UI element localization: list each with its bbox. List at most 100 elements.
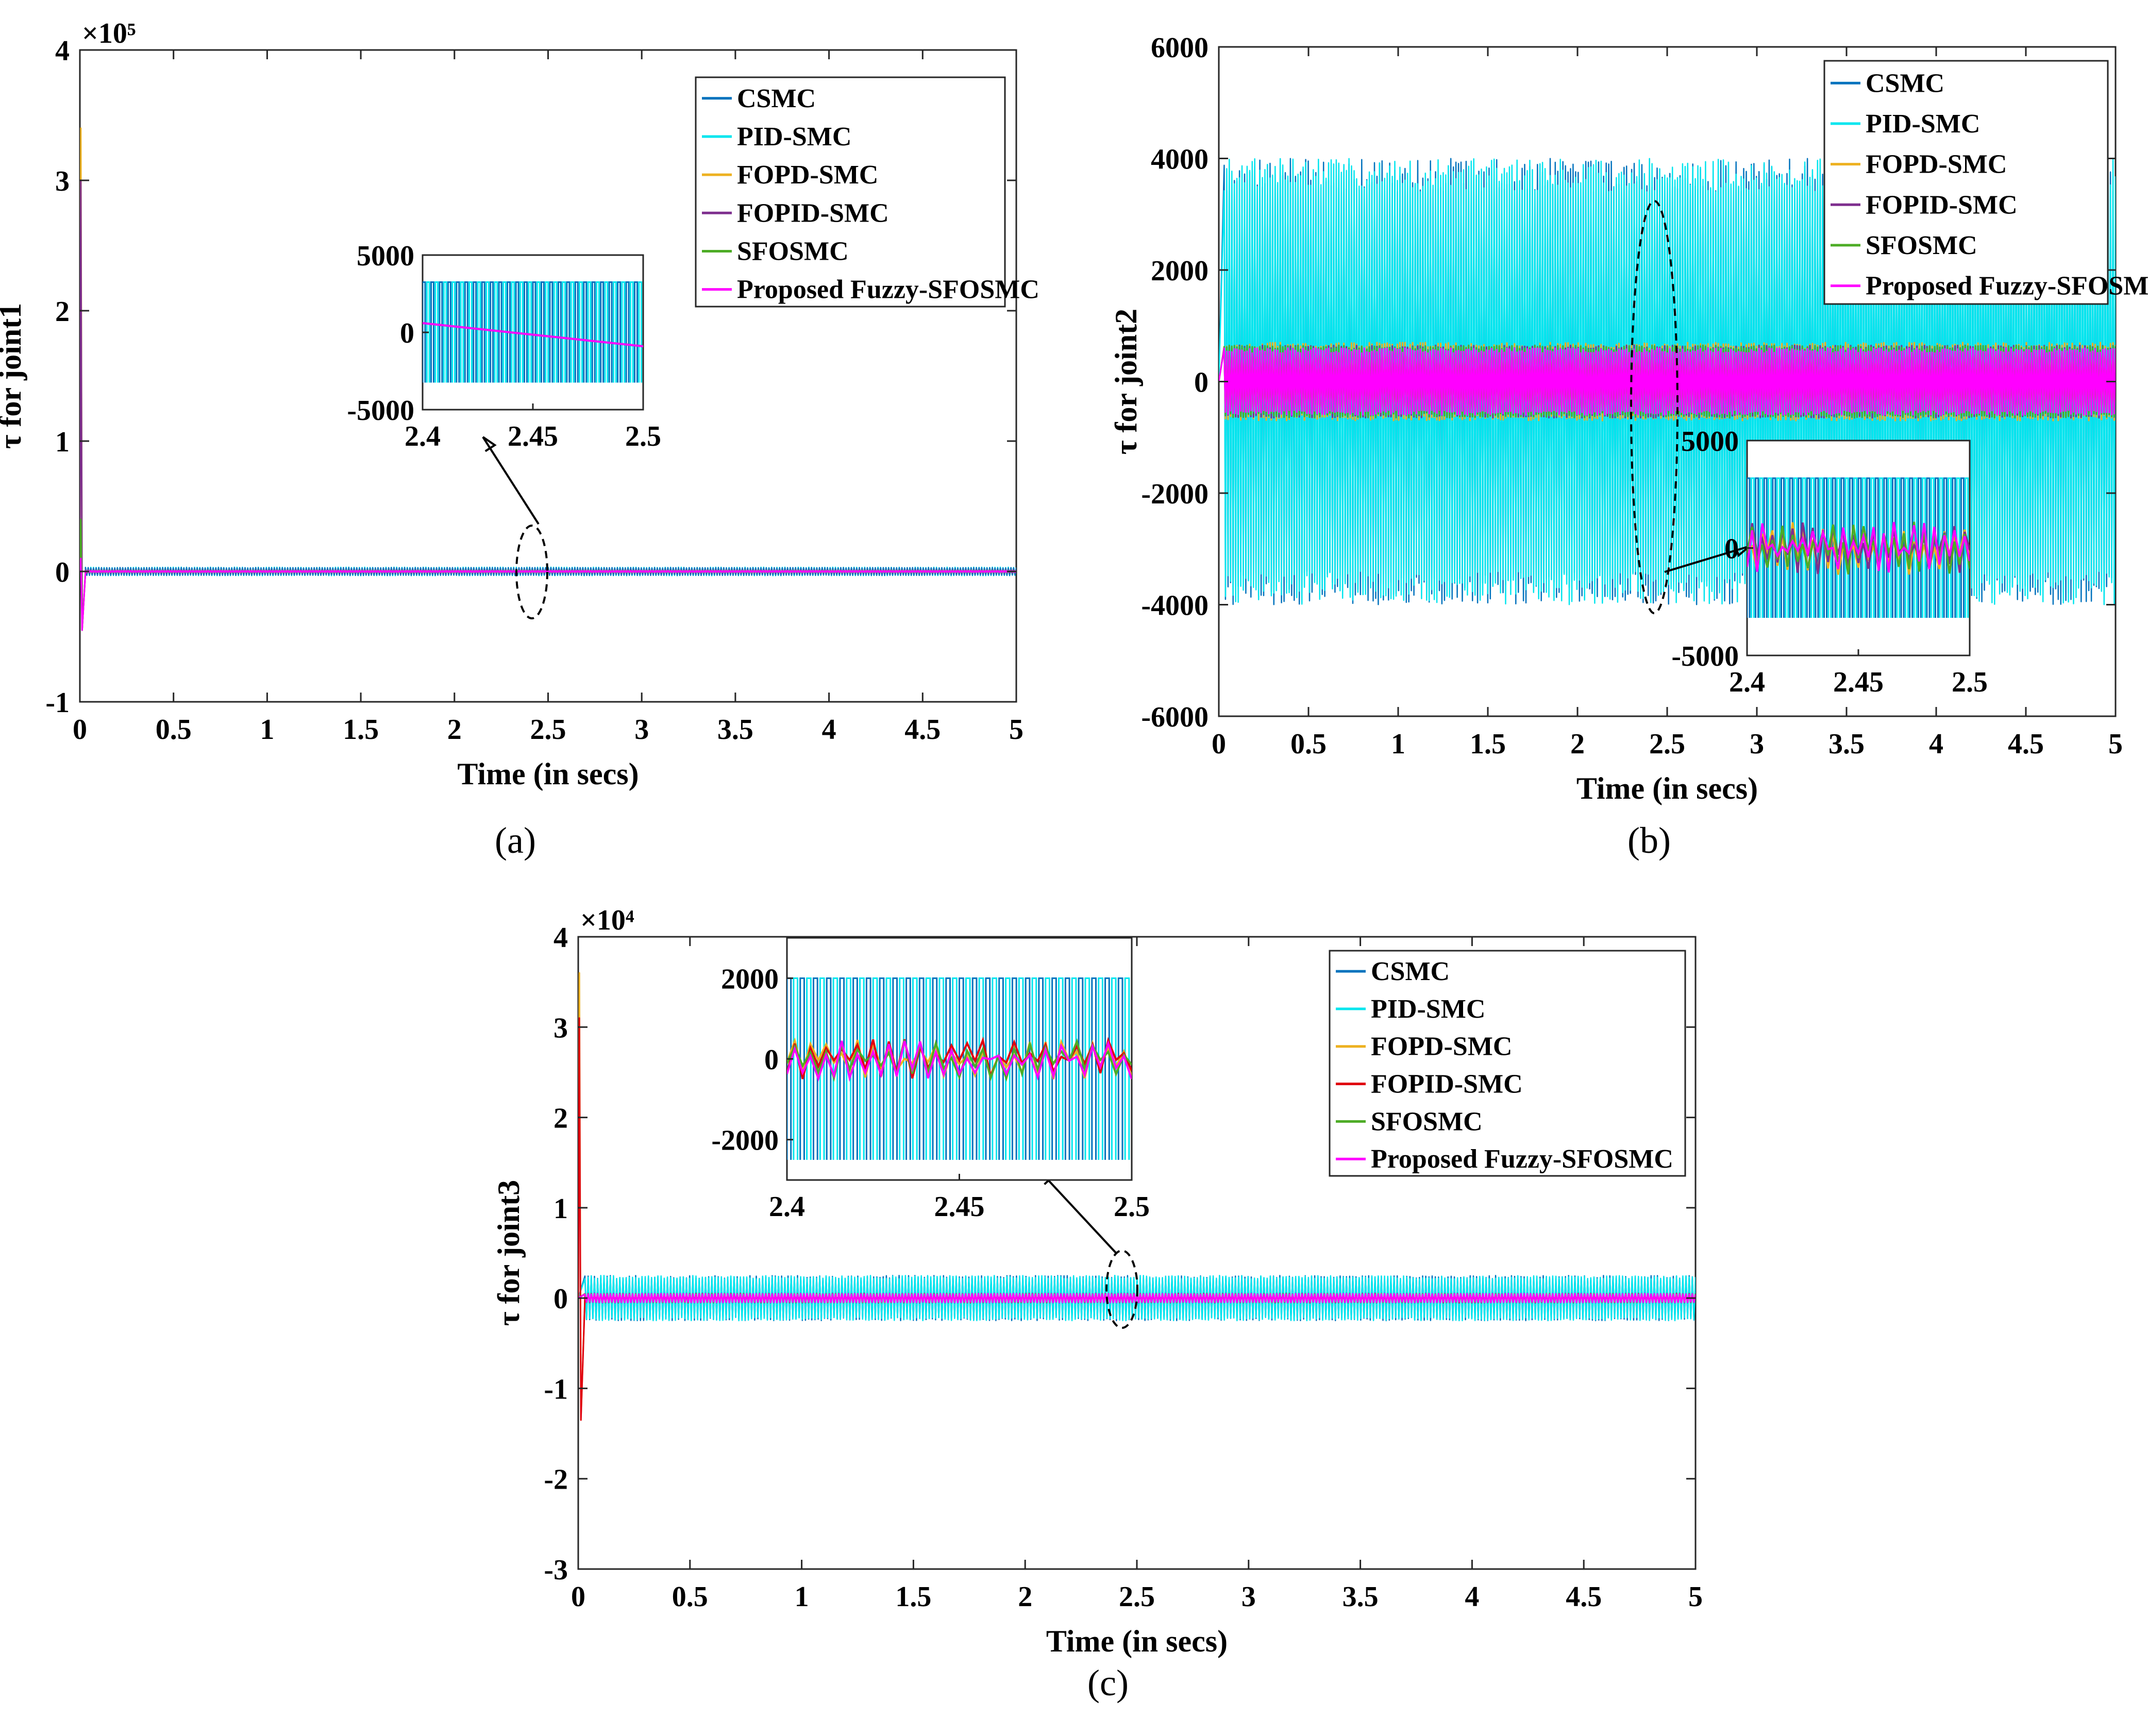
zoom-arrow [1664,545,1750,573]
legend: CSMC PID-SMC FOPD-SMC FOPID-SMC SFOSMC Propos… [1329,950,1686,1177]
inset-line-pid-smc [1750,477,1969,618]
legend-label: FOPID-SMC [737,198,889,228]
inset-x-tick-label: 2.45 [934,1191,985,1223]
inset-chart: 2.4 2.45 2.5 5000 0 -5000 [347,240,661,452]
x-tick-label: 4 [1929,728,1943,760]
inset-chart: 2.4 2.45 2.5 2000 0 -2000 [711,937,1150,1223]
legend-label: Proposed Fuzzy-SFOSMC [1866,272,2148,301]
zoom-ellipse [1105,1250,1138,1329]
axis-exponent: ×10⁵ [82,18,136,49]
x-tick-label: 0 [1212,728,1226,760]
zoom-arrow [1038,1170,1117,1254]
x-tick-label: 4.5 [1566,1581,1602,1613]
x-tick-label: 3.5 [1828,728,1865,760]
y-tick-label: 0 [553,1283,568,1315]
chart-panel-b: 0 0.5 1 1.5 2 2.5 3 3.5 4 4.5 5 -6000 -4000 -2000 0 200… [1109,32,2148,861]
x-tick-label: 2 [447,714,462,746]
x-tick-label: 2.5 [1649,728,1685,760]
x-tick-label: 1 [795,1581,809,1613]
inset-series-group [1747,477,1970,618]
legend-label: PID-SMC [737,122,851,151]
y-axis-label: τ for joint3 [492,1180,526,1326]
legend-box [1329,950,1686,1177]
legend-label: PID-SMC [1371,995,1485,1024]
x-tick-label: 0.5 [672,1581,708,1613]
inset-line-fopd-smc [787,1037,1132,1080]
axis-exponent: ×10⁴ [580,904,634,936]
inset-chart: 2.4 2.45 2.5 5000 0 -5000 [1671,426,1988,698]
y-axis-label: τ for joint1 [0,303,27,449]
legend-label: SFOSMC [737,237,849,266]
chart-panel-c: 0 0.5 1 1.5 2 2.5 3 3.5 4 4.5 5 -3 -2 -1 0 1 2 3 4 ×10⁴ Time… [492,904,1703,1704]
x-tick-label: 1.5 [343,714,379,746]
legend-label: Proposed Fuzzy-SFOSMC [1371,1144,1673,1174]
y-tick-label: 2 [553,1103,568,1135]
legend-label: SFOSMC [1371,1107,1483,1136]
x-tick-label: 3 [1241,1581,1256,1613]
y-tick-label: 6000 [1151,32,1209,64]
series-group [80,127,1016,631]
x-tick-label: 3.5 [1342,1581,1379,1613]
x-tick-label: 1 [1391,728,1405,760]
inset-y-tick-label: 5000 [1681,426,1739,458]
inset-x-tick-label: 2.5 [1952,666,1988,698]
y-tick-label: 0 [55,557,70,588]
y-tick-label: -2000 [1141,478,1209,510]
legend-label: CSMC [1866,69,1944,98]
x-tick-label: 2 [1018,1581,1032,1613]
x-tick-label: 2.5 [1119,1581,1155,1613]
series-line-proposed-fuzzy-sfosmc [80,558,1016,631]
x-axis-label: Time (in secs) [1576,771,1758,805]
y-tick-label: 4 [553,922,568,954]
series-line-proposed-fuzzy-sfosmc [1219,347,2116,416]
inset-y-tick-label: -5000 [347,395,414,427]
y-tick-label: -4000 [1141,590,1209,622]
x-tick-label: 4.5 [904,714,941,746]
inset-line-pid-smc [426,281,643,383]
inset-y-tick-label: -2000 [711,1125,779,1157]
inset-y-tick-label: 0 [1724,533,1739,565]
x-tick-label: 3 [634,714,649,746]
x-tick-label: 4 [822,714,836,746]
legend-label: SFOSMC [1866,231,1977,260]
y-tick-label: -1 [544,1373,568,1405]
x-tick-label: 5 [2108,728,2123,760]
y-tick-label: 0 [1194,367,1209,399]
x-axis-label: Time (in secs) [457,757,639,791]
y-tick-label: 2 [55,296,70,328]
zoom-ellipse [1630,200,1679,614]
legend: CSMC PID-SMC FOPD-SMC FOPID-SMC SFOSMC Propos… [1823,60,2148,305]
inset-line-proposed-fuzzy-sfosmc [1747,521,1970,573]
inset-y-tick-label: -5000 [1671,641,1739,672]
legend-label: CSMC [1371,957,1450,986]
x-tick-label: 0.5 [1290,728,1327,760]
inset-x-tick-label: 2.5 [1114,1191,1150,1223]
inset-y-tick-label: 2000 [721,963,779,995]
y-tick-label: -6000 [1141,701,1209,733]
inset-line-pid-smc [793,977,1130,1160]
legend-label: PID-SMC [1866,109,1980,139]
inset-x-tick-label: 2.5 [625,420,661,452]
zoom-arrow-head [1734,544,1751,558]
x-tick-label: 0 [571,1581,585,1613]
inset-y-tick-label: 0 [400,317,414,349]
y-tick-label: 2000 [1151,255,1209,287]
x-tick-label: 5 [1009,714,1023,746]
x-tick-label: 2 [1570,728,1585,760]
panel-caption: (b) [1627,820,1671,861]
y-tick-label: -3 [544,1554,568,1586]
y-axis-label: τ for joint2 [1109,309,1143,454]
legend-label: Proposed Fuzzy-SFOSMC [737,275,1039,305]
inset-series-group [423,281,643,383]
inset-x-tick-label: 2.4 [1729,666,1765,698]
legend-label: FOPD-SMC [1371,1032,1512,1061]
x-tick-label: 3.5 [717,714,753,746]
inset-line-proposed-fuzzy-sfosmc [787,1040,1132,1082]
legend-box [695,76,1006,308]
x-tick-label: 1 [260,714,274,746]
panel-caption: (a) [495,820,536,861]
inset-x-tick-label: 2.4 [769,1191,805,1223]
y-tick-label: -2 [544,1464,568,1496]
inset-y-tick-label: 0 [764,1044,779,1076]
